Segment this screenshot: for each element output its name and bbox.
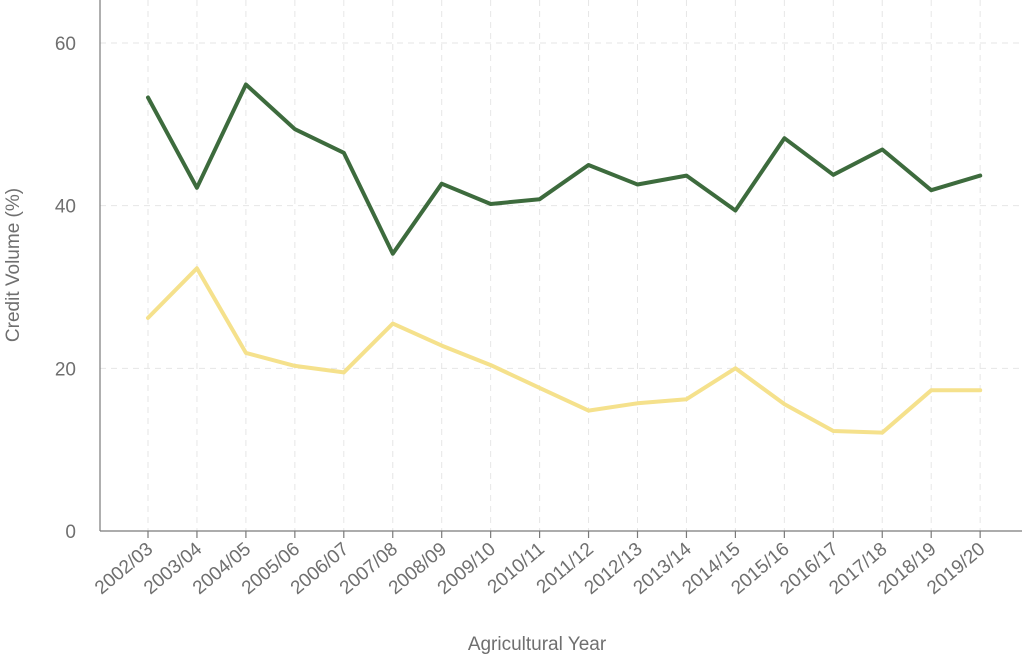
axes — [99, 0, 1022, 532]
x-axis-title: Agricultural Year — [468, 634, 607, 655]
y-tick-label: 60 — [55, 34, 76, 55]
y-tick-label: 20 — [55, 359, 76, 380]
y-tick-label: 0 — [65, 522, 76, 543]
x-tick-labels: 2002/032003/042004/052005/062006/072007/… — [91, 531, 989, 599]
y-tick-labels: 0 20 40 60 — [55, 34, 76, 543]
y-tick-label: 40 — [55, 197, 76, 218]
grid-lines — [100, 0, 1022, 531]
series-line-2 — [146, 266, 983, 435]
series-lines — [146, 82, 983, 435]
y-axis-title: Credit Volume (%) — [3, 188, 24, 342]
series-line-1 — [146, 82, 983, 256]
